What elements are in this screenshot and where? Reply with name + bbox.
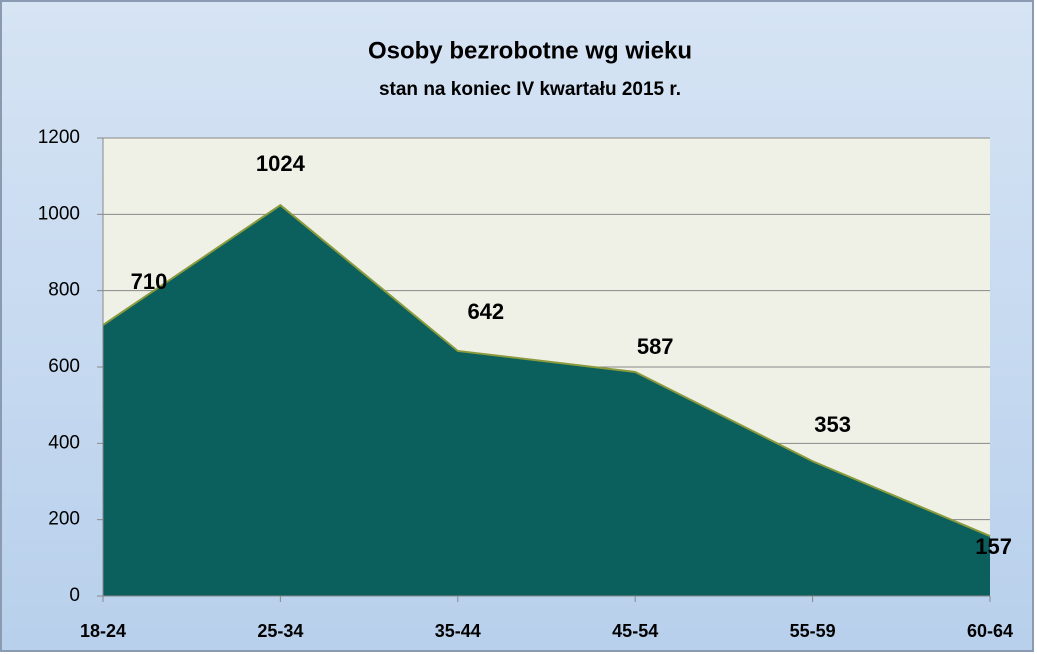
x-tick-label: 18-24 [80, 621, 126, 641]
x-tick-label: 45-54 [612, 621, 658, 641]
area [103, 205, 990, 596]
data-label: 710 [131, 269, 168, 294]
data-label: 353 [814, 412, 851, 437]
y-tick-label: 600 [48, 356, 80, 377]
chart-title: Osoby bezrobotne wg wieku [368, 37, 692, 64]
y-tick-label: 1000 [38, 203, 80, 224]
y-tick-label: 400 [48, 432, 80, 453]
chart-subtitle: stan na koniec IV kwartału 2015 r. [379, 79, 681, 100]
data-label: 642 [467, 299, 504, 324]
x-tick-label: 55-59 [790, 621, 836, 641]
x-tick-label: 60-64 [967, 621, 1013, 641]
y-tick-label: 0 [69, 585, 80, 606]
data-label: 587 [637, 334, 674, 359]
area-line [102, 203, 991, 537]
data-label: 157 [975, 534, 1012, 559]
data-label: 1024 [256, 151, 306, 176]
y-tick-label: 800 [48, 280, 80, 301]
x-tick-label: 35-44 [435, 621, 481, 641]
y-tick-label: 1200 [38, 127, 80, 148]
x-tick-label: 25-34 [257, 621, 303, 641]
y-tick-label: 200 [48, 509, 80, 530]
